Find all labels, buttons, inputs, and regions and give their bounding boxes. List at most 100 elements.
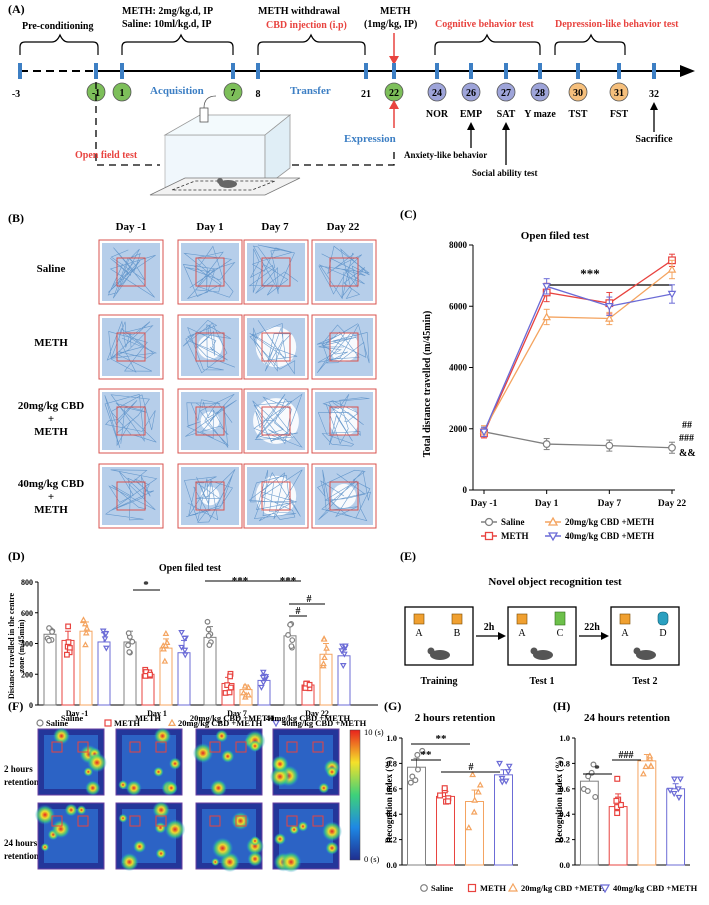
- heatmap-hotspot: [211, 837, 234, 859]
- timeline-tick: [256, 63, 260, 79]
- heat-col-cbd40: 40mg/kg CBD +METH: [266, 713, 351, 723]
- legend-d-marker: [271, 719, 281, 728]
- sacrifice-arrowhead: [650, 102, 658, 110]
- nor-test2-box: [610, 606, 680, 666]
- heatmap-hotspot: [164, 781, 178, 795]
- individual-point: [471, 796, 479, 803]
- series-line: [483, 259, 673, 434]
- bar: [43, 633, 57, 706]
- timeline-tick: [18, 63, 22, 79]
- heat-col-meth: METH: [135, 713, 161, 723]
- heatmap-hotspot: [211, 857, 220, 867]
- individual-point: [670, 790, 678, 798]
- series-line: [483, 268, 673, 431]
- heatmap-hotspot: [325, 841, 339, 855]
- day-label-32: 32: [649, 89, 659, 100]
- panel-f-label: (F): [8, 699, 23, 713]
- object-zone-left: [129, 815, 141, 827]
- heatmap-hotspot: [215, 729, 229, 743]
- nor-test1-box: [507, 606, 577, 666]
- data-point: [605, 303, 614, 311]
- center-zone-box: [195, 257, 225, 287]
- individual-point: [46, 625, 52, 631]
- individual-point: [614, 810, 621, 817]
- heatmap-hotspot: [280, 851, 302, 873]
- acquisition-label: Acquisition: [150, 85, 204, 97]
- individual-point: [320, 635, 328, 642]
- panel-e-title: Novel object recognition test: [488, 576, 622, 588]
- day-label-minus3: -3: [12, 89, 20, 100]
- individual-point: [162, 641, 170, 648]
- y-tick-label: 0.2: [386, 835, 397, 845]
- individual-point: [469, 770, 477, 778]
- y-tick-label: 2000: [449, 424, 468, 434]
- individual-point: [285, 632, 291, 638]
- individual-point: [259, 674, 267, 681]
- panel-d-ylabel-1: Distance travelled in the centre: [7, 593, 16, 699]
- series-line: [483, 431, 673, 449]
- heat-colorbar: [349, 729, 361, 861]
- x-tick-label: Day 22: [305, 709, 329, 718]
- timeline-tick: [435, 63, 439, 79]
- center-zone-box: [329, 481, 359, 511]
- track-path: [317, 469, 371, 522]
- meth-challenge-label-1: METH: [380, 6, 411, 17]
- data-point: [605, 441, 614, 450]
- individual-point: [206, 642, 213, 648]
- center-zone-box: [329, 332, 359, 362]
- individual-point: [590, 761, 597, 768]
- meth-dose-label: METH: 2mg/kg.d, IP: [122, 6, 213, 17]
- object-zone-right: [77, 741, 89, 753]
- track-path: [249, 320, 298, 375]
- individual-point: [476, 781, 484, 788]
- object-zone-right: [312, 815, 324, 827]
- individual-point: [240, 689, 247, 696]
- center-zone-box: [329, 257, 359, 287]
- sig-g-3: #: [469, 762, 474, 773]
- meth-challenge-arrowhead: [389, 56, 399, 65]
- y-tick-label: 0.4: [559, 809, 570, 819]
- timeline-tick: [504, 63, 508, 79]
- individual-point: [613, 797, 620, 804]
- heatmap-hotspot: [247, 851, 263, 867]
- individual-point: [445, 798, 452, 805]
- timeline-tick: [231, 63, 235, 79]
- obj-c: C: [557, 628, 564, 639]
- panel-c-ylabel: Total distance travelled (m/45min): [422, 311, 433, 458]
- anxiety-arrowhead: [467, 122, 475, 130]
- cbd-injection-label: CBD injection (i.p): [266, 20, 347, 31]
- sig-day1: *: [143, 579, 149, 591]
- y-tick-label: 200: [21, 670, 33, 679]
- timeline-tick: [538, 63, 542, 79]
- stage-test1: Test 1: [530, 676, 555, 687]
- heatmap-hotspot: [133, 839, 147, 854]
- individual-point: [101, 636, 109, 643]
- panel-e: (E) Novel object recognition test A B Tr…: [400, 549, 680, 687]
- track-path: [105, 469, 158, 521]
- object-zone-left: [51, 741, 63, 753]
- object-zone-left: [286, 815, 298, 827]
- panel-d-label: (D): [8, 549, 25, 563]
- data-point: [542, 283, 551, 291]
- panel-g-ylabel: Recognition index (%): [384, 757, 394, 844]
- col-day7: Day 7: [261, 221, 289, 233]
- timeline-tick: [364, 63, 368, 79]
- panel-h-label: (H): [553, 699, 570, 713]
- individual-point: [227, 673, 233, 680]
- heatmap-hotspot: [76, 805, 87, 815]
- object-zone-left: [129, 741, 141, 753]
- y-tick-label: 0: [29, 701, 33, 710]
- individual-point: [162, 629, 170, 636]
- individual-point: [585, 773, 592, 780]
- bar: [159, 647, 173, 706]
- data-point: [667, 264, 677, 273]
- heatmap-hotspot: [118, 813, 128, 823]
- individual-point: [470, 808, 478, 815]
- panel-e-label: (E): [400, 549, 416, 563]
- x-tick-label: Day 7: [598, 499, 622, 509]
- legend-c: Saline METH 20mg/kg CBD +METH 40mg/kg CB…: [481, 516, 654, 542]
- test-ymaze: Y maze: [524, 109, 556, 120]
- individual-point: [161, 657, 169, 664]
- data-point: [667, 290, 677, 299]
- heatmap-hotspot: [326, 765, 338, 778]
